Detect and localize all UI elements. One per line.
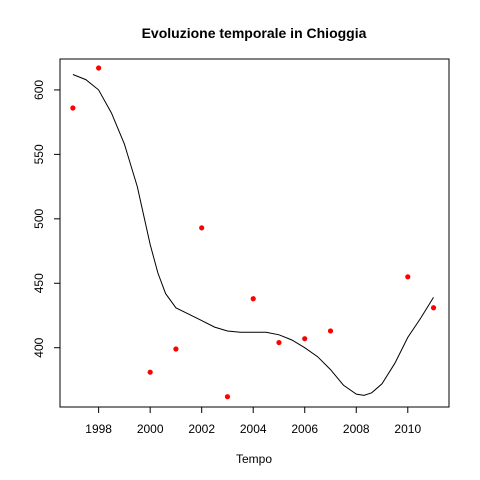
x-tick-label: 2006 [291,422,318,436]
x-tick-label: 2010 [394,422,421,436]
y-tick-label: 600 [32,80,46,100]
x-tick-label: 1998 [85,422,112,436]
data-point [199,225,205,231]
x-tick-label: 2000 [137,422,164,436]
x-axis-label: Tempo [236,452,272,466]
x-tick-label: 2008 [343,422,370,436]
x-tick-label: 2002 [188,422,215,436]
data-point [147,369,153,375]
data-point [276,339,282,346]
data-point [250,296,256,302]
data-point [430,305,437,311]
plot-area-frame [59,58,450,408]
data-points [70,65,437,400]
data-point [70,105,76,111]
data-point [327,328,334,334]
data-point [224,394,231,400]
y-tick-label: 550 [32,144,46,164]
y-axis: 400 450 500 550 600 [32,80,61,358]
data-point [302,336,308,342]
y-tick-label: 500 [32,208,46,228]
chart-title: Evoluzione temporale in Chioggia [142,25,367,41]
smoothed-trend-line [72,74,434,396]
y-tick-label: 400 [32,337,46,357]
x-tick-label: 2004 [240,422,267,436]
data-point [96,65,102,71]
x-axis: 1998 2000 2002 2004 2006 2008 2010 [85,406,421,436]
data-point [173,346,179,352]
y-tick-label: 450 [32,273,46,293]
data-point [405,274,411,280]
